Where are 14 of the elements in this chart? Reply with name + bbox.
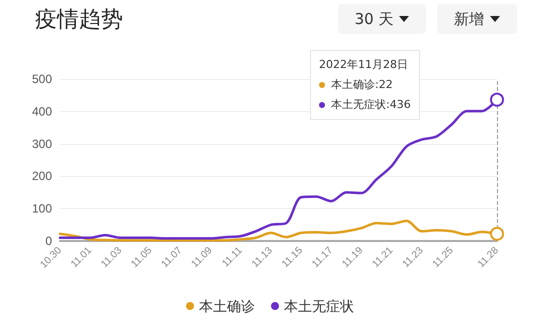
chart-title: 疫情趋势 [35,8,123,32]
y-tick-label: 500 [32,72,52,86]
annotation: 本土确诊:22 [331,78,393,91]
y-tick-label: 200 [32,169,52,184]
y-tick-label: 100 [32,202,52,216]
annotation: 本土无症状:436 [331,98,411,111]
legend-label: 本土无症状 [284,298,354,314]
y-tick-label: 400 [32,104,52,118]
text: 2022年11月28日 [319,58,408,71]
text: 30 天 [354,10,394,28]
text: 新增 [454,10,484,28]
y-tick-label: 0 [45,234,52,248]
legend-label: 本土确诊 [199,298,255,314]
y-tick-label: 300 [32,136,52,151]
